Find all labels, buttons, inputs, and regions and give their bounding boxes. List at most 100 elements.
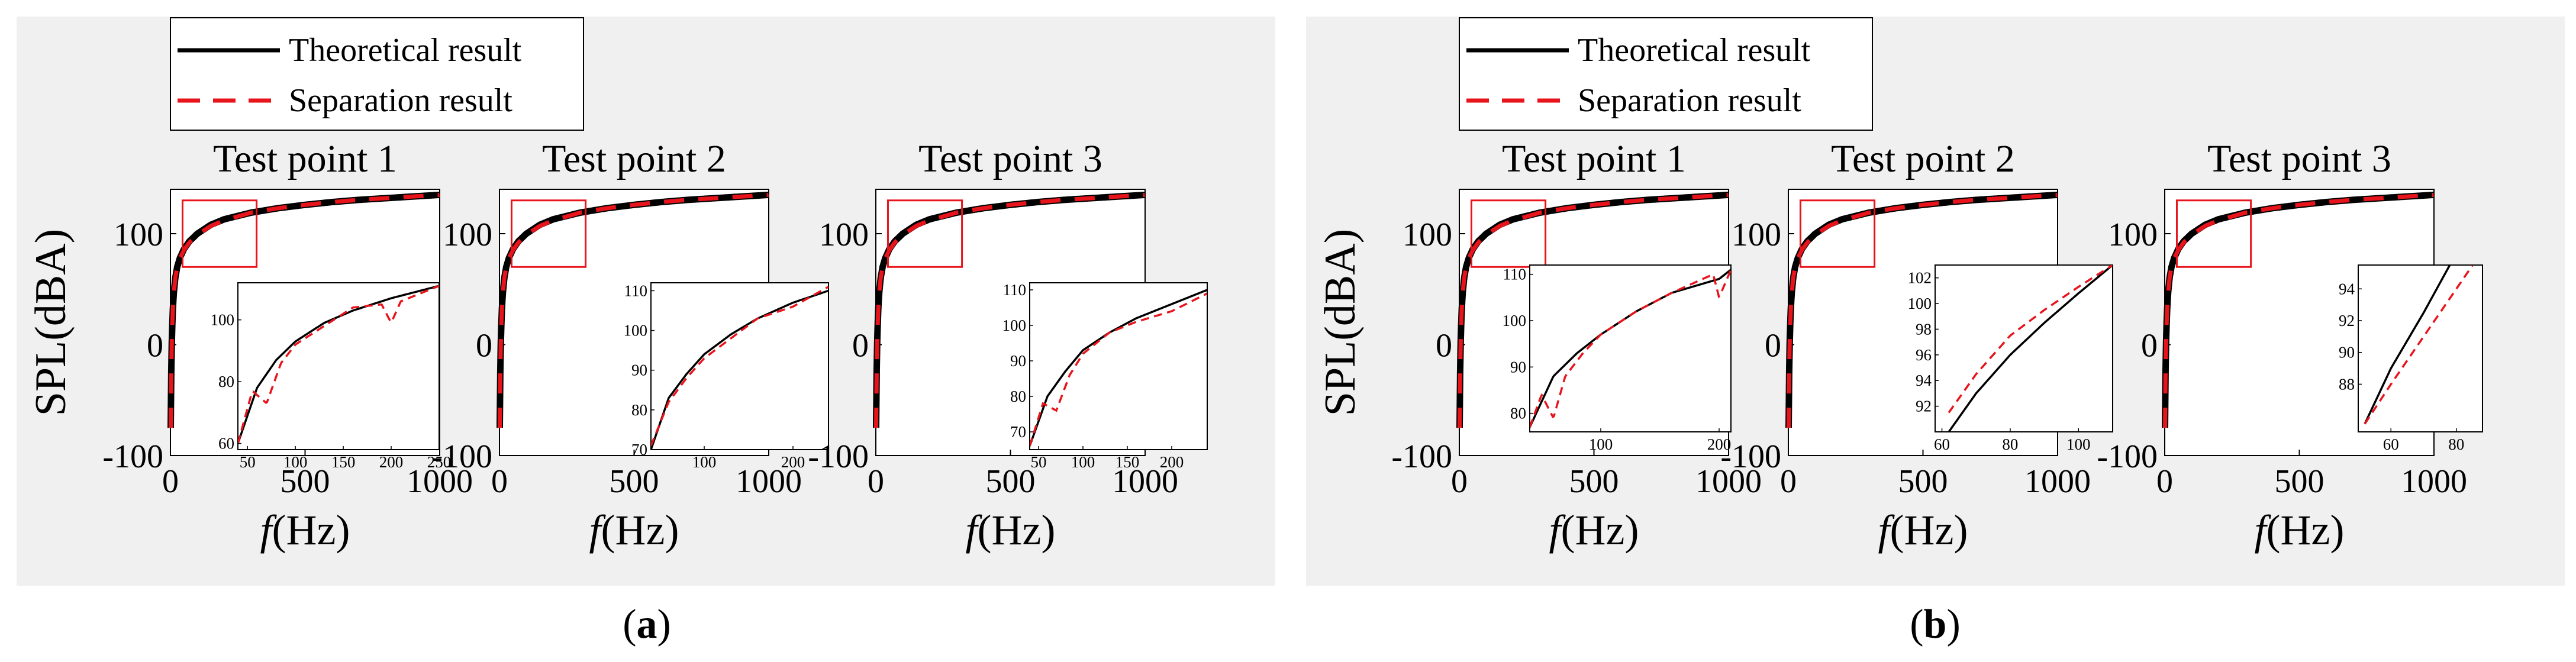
legend-label-theoretical: Theoretical result [1578,32,1811,69]
x-axis-label-unit: (Hz) [2267,506,2345,554]
x-tick-label: 0 [491,463,508,500]
inset-y-tick-label: 80 [218,373,234,390]
inset-x-tick-label: 60 [2383,435,2399,453]
x-axis-label: f(Hz) [1549,506,1639,554]
subplot-title: Test point 3 [2207,137,2391,180]
series-separation [498,192,769,428]
x-tick-label: 1000 [1695,463,1762,500]
panel-a: Theoretical result Separation result SPL(d… [17,17,1275,647]
inset-series-theoretical [2364,265,2452,425]
y-tick-label: 0 [1436,328,1452,364]
y-axis-label: SPL(dBA) [1316,229,1365,416]
inset-y-tick-label: 92 [2339,312,2355,330]
x-axis-label: f(Hz) [966,506,1056,554]
y-tick-label: -100 [1391,438,1452,475]
inset: 92 94 96 98 100 102 60 80 100 [1908,264,2113,453]
inset-area [1529,264,1732,432]
y-axis-label: SPL(dBA) [27,229,75,416]
y-tick-label: 100 [443,217,492,253]
caption-close: ) [657,602,671,647]
series-separation [169,192,440,428]
zoom-box [510,199,587,268]
inset-y-tick-label: 80 [631,401,647,419]
inset-x-tick-label: 200 [1707,435,1732,453]
y-tick-label: 0 [476,328,492,364]
x-axis-label: f(Hz) [1878,506,1968,554]
caption-open: ( [623,602,636,647]
inset: 80 90 100 110 100 200 [1503,264,1732,453]
inset-y-tick-label: 90 [631,361,647,379]
x-axis-label-unit: (Hz) [601,506,679,554]
inset-series-separation [238,285,439,444]
inset-y-tick-label: 60 [218,435,234,453]
subplot-title: Test point 1 [1502,137,1686,180]
x-tick-label: 0 [1780,463,1797,500]
caption-letter: a [637,602,657,647]
x-tick-label: 1000 [736,463,802,500]
inset-y-tick-label: 110 [1003,281,1027,299]
caption-open: ( [1910,602,1923,647]
inset-x-tick-label: 200 [1160,453,1184,471]
x-tick-label: 1000 [1112,463,1178,500]
x-tick-label: 500 [610,463,659,500]
inset-y-tick-label: 110 [1503,266,1527,283]
zoom-box [181,199,258,268]
inset-area [237,282,440,450]
x-tick-label: 1000 [2024,463,2091,500]
x-axis-label: f(Hz) [260,506,350,554]
inset-y-tick-label: 88 [2339,375,2355,393]
inset-y-tick-label: 100 [624,322,648,340]
zoom-box [1470,199,1547,268]
y-tick-label: -100 [1720,438,1781,475]
inset-y-tick-label: 90 [1510,358,1526,376]
x-tick-label: 500 [281,463,330,500]
panel-caption: (a) [623,602,671,647]
inset: 60 80 100 50 100 150 200 250 [211,282,451,471]
inset-area [2358,264,2483,432]
y-tick-label: 0 [852,328,869,364]
y-tick-label: 100 [1403,217,1452,253]
inset-x-tick-label: 50 [1031,453,1047,471]
subplot-title: Test point 1 [213,137,397,180]
inset-series-separation [1030,292,1207,447]
x-axis-label-unit: (Hz) [978,506,1056,554]
inset-area [1935,264,2113,432]
x-axis-label-unit: (Hz) [1561,506,1639,554]
y-tick-label: 0 [147,328,163,364]
inset-x-tick-label: 80 [2448,435,2464,453]
x-axis-label: f(Hz) [2255,506,2345,554]
inset-series-theoretical [1030,289,1207,447]
y-tick-label: 100 [819,217,869,253]
panel-b: Theoretical result Separation result SPL(d… [1306,17,2565,647]
y-tick-label: -100 [431,438,492,475]
series-separation [2163,192,2434,428]
x-tick-label: 1000 [2401,463,2467,500]
legend: Theoretical result Separation result [170,17,584,131]
legend-label-separation: Separation result [1578,82,1801,119]
inset-series-separation [2364,265,2474,425]
inset-series-theoretical [1948,265,2113,432]
inset: 88 90 92 94 60 80 [2339,264,2483,453]
inset-y-tick-label: 98 [1916,320,1932,338]
y-tick-label: 0 [1765,328,1781,364]
inset-series-separation [1530,269,1731,428]
inset-y-tick-label: 70 [1010,423,1026,441]
inset-y-tick-label: 92 [1916,398,1932,415]
inset-x-tick-label: 100 [283,453,308,471]
inset-x-tick-label: 100 [1071,453,1095,471]
inset-x-tick-label: 200 [781,453,805,471]
series-separation [874,192,1145,428]
x-tick-label: 0 [2156,463,2173,500]
caption-letter: b [1924,602,1947,647]
inset: 70 80 90 100 110 50 100 150 200 [1002,281,1208,471]
inset-y-tick-label: 80 [1510,405,1526,422]
x-axis-label: f(Hz) [589,506,679,554]
y-tick-label: -100 [808,438,869,475]
